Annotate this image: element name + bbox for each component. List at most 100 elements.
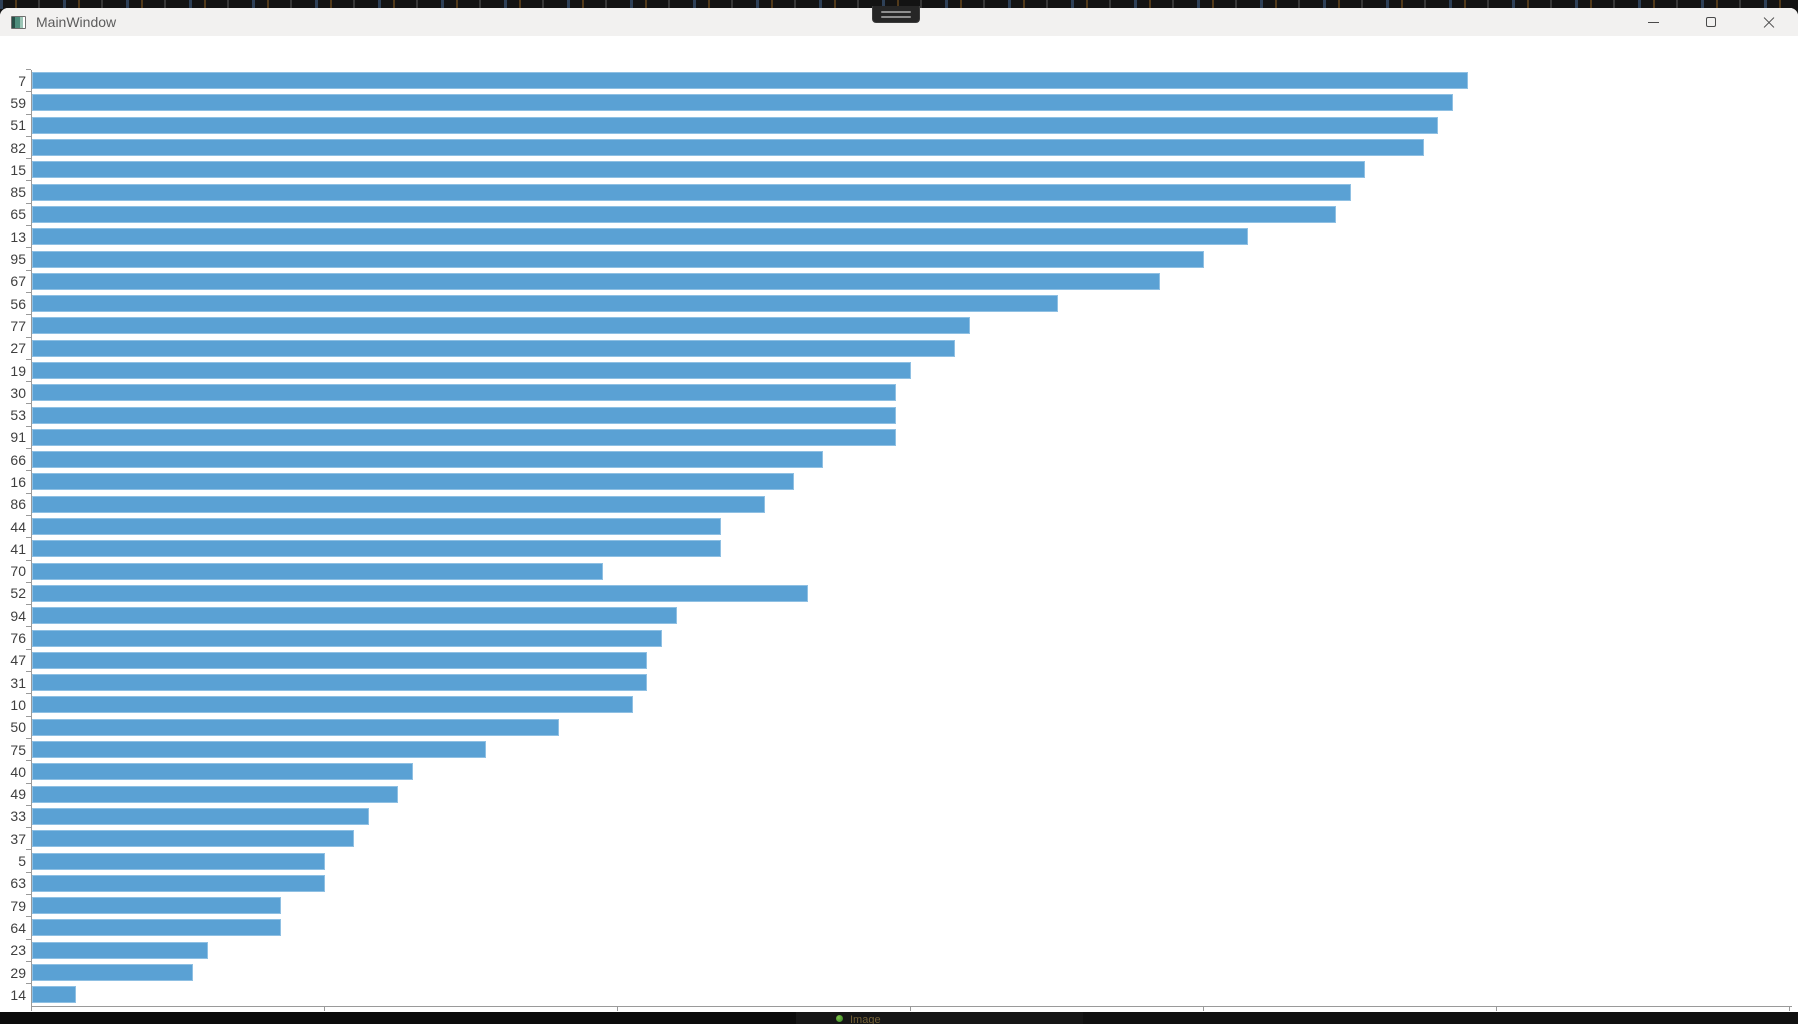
y-tick-label: 85: [10, 184, 26, 201]
y-tick-label: 41: [10, 540, 26, 557]
y-tick-label: 94: [10, 607, 26, 624]
bar-row: [26, 648, 1792, 671]
bar-row: [26, 782, 1792, 805]
bar: [32, 161, 1366, 179]
bar: [32, 205, 1336, 223]
bar: [32, 941, 208, 959]
bar: [32, 384, 897, 402]
collapsed-toolbar-tab[interactable]: [872, 6, 920, 23]
minimize-button[interactable]: [1624, 8, 1682, 36]
y-tick-label: 27: [10, 340, 26, 357]
bar-row: [26, 269, 1792, 292]
bar: [32, 919, 282, 937]
y-tick-label: 76: [10, 630, 26, 647]
bar-row: [26, 336, 1792, 359]
bar-row: [26, 291, 1792, 314]
bar-row: [26, 113, 1792, 136]
y-tick-label: 77: [10, 317, 26, 334]
bar-row: [26, 470, 1792, 493]
taskbar-status-text: Image: [850, 1014, 881, 1024]
bar-row: [26, 225, 1792, 248]
bar: [32, 406, 897, 424]
bar: [32, 629, 662, 647]
y-tick-label: 16: [10, 473, 26, 490]
bar: [32, 518, 721, 536]
y-tick-label: 47: [10, 652, 26, 669]
y-tick-label: 37: [10, 830, 26, 847]
bar-row: [26, 693, 1792, 716]
y-tick-label: 59: [10, 94, 26, 111]
bar: [32, 540, 721, 558]
bar: [32, 183, 1351, 201]
bar: [32, 741, 487, 759]
y-tick-label: 82: [10, 139, 26, 156]
taskbar-segment: [0, 1012, 796, 1024]
bar: [32, 272, 1161, 290]
bar-row: [26, 983, 1792, 1006]
bar-row: [26, 247, 1792, 270]
bar: [32, 473, 794, 491]
taskbar[interactable]: Image: [0, 1012, 1798, 1024]
y-tick-label: 53: [10, 407, 26, 424]
bar-row: [26, 537, 1792, 560]
bar-row: [26, 135, 1792, 158]
bar-row: [26, 514, 1792, 537]
bar: [32, 116, 1439, 134]
y-tick-label: 64: [10, 919, 26, 936]
y-tick-label: 95: [10, 251, 26, 268]
bar: [32, 986, 76, 1004]
bar: [32, 295, 1058, 313]
window-title: MainWindow: [36, 14, 117, 30]
maximize-icon: [1706, 17, 1716, 27]
y-tick-label: 63: [10, 875, 26, 892]
y-tick-label: 79: [10, 897, 26, 914]
y-tick-label: 7: [18, 72, 26, 89]
y-tick-label: 91: [10, 429, 26, 446]
grip-handle-icon: [881, 15, 911, 18]
y-tick-label: 29: [10, 964, 26, 981]
y-tick-label: 44: [10, 518, 26, 535]
maximize-button[interactable]: [1682, 8, 1740, 36]
bar: [32, 139, 1424, 157]
y-tick-label: 50: [10, 719, 26, 736]
y-tick-label: 40: [10, 763, 26, 780]
y-tick-label: 70: [10, 563, 26, 580]
bar-row: [26, 180, 1792, 203]
bar: [32, 72, 1468, 90]
bar: [32, 807, 369, 825]
bar-row: [26, 68, 1792, 92]
y-tick-label: 51: [10, 117, 26, 134]
y-tick-label: 52: [10, 585, 26, 602]
y-tick-label: 66: [10, 451, 26, 468]
y-tick-label: 31: [10, 674, 26, 691]
bar: [32, 94, 1454, 112]
bar-row: [26, 91, 1792, 114]
y-tick-label: 56: [10, 295, 26, 312]
background-screen-strip: [0, 0, 1798, 9]
bar: [32, 830, 355, 848]
bar-row: [26, 158, 1792, 181]
window-icon: [11, 15, 26, 29]
bar-row: [26, 849, 1792, 872]
bar: [32, 250, 1204, 268]
y-tick-label: 19: [10, 362, 26, 379]
y-tick-label: 33: [10, 808, 26, 825]
bar-row: [26, 626, 1792, 649]
bar: [32, 339, 955, 357]
bar-rows: [26, 68, 1792, 1007]
bar: [32, 451, 824, 469]
bar-row: [26, 916, 1792, 939]
window-controls: [1624, 8, 1798, 36]
bar: [32, 651, 648, 669]
bar-row: [26, 671, 1792, 694]
close-button[interactable]: [1740, 8, 1798, 36]
bar-row: [26, 827, 1792, 850]
bar: [32, 428, 897, 446]
grip-handle-icon: [881, 10, 911, 13]
bar-row: [26, 938, 1792, 961]
bar-row: [26, 314, 1792, 337]
y-tick-label: 30: [10, 384, 26, 401]
bar: [32, 317, 970, 335]
bar: [32, 874, 325, 892]
bar-row: [26, 358, 1792, 381]
